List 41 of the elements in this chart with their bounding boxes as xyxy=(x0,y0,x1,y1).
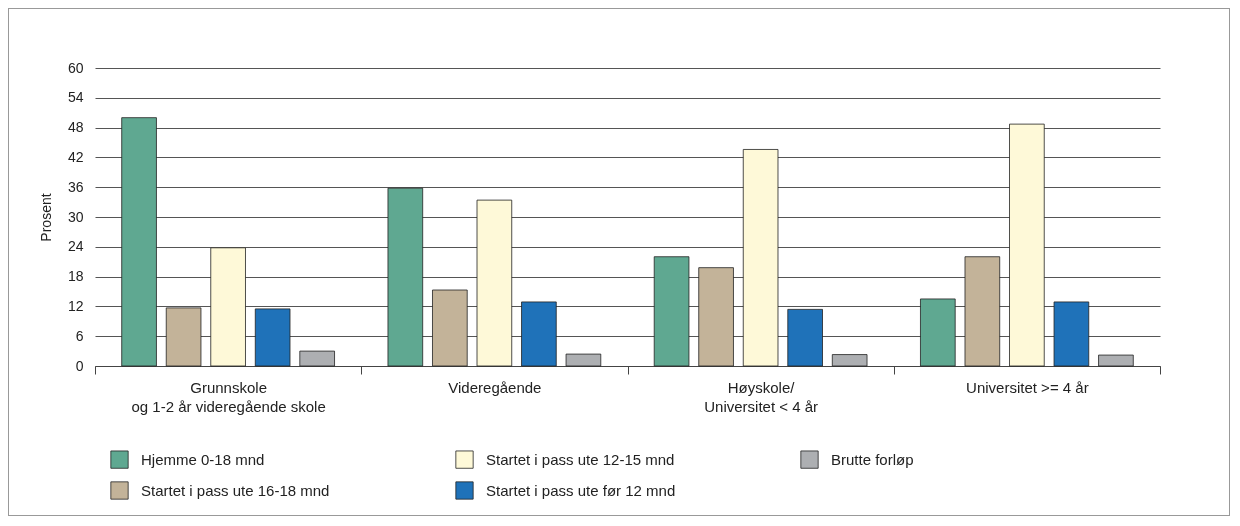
bar xyxy=(1098,354,1134,367)
legend-label: Hjemme 0-18 mnd xyxy=(141,450,265,468)
bar xyxy=(299,350,335,367)
bar xyxy=(476,199,513,367)
y-tick-label: 36 xyxy=(67,178,84,195)
y-tick-label: 60 xyxy=(67,59,84,76)
y-tick-label: 48 xyxy=(67,119,84,136)
bar xyxy=(698,267,734,367)
bar xyxy=(121,117,157,367)
y-tick-label: 0 xyxy=(75,357,84,374)
y-tick-label: 12 xyxy=(67,297,84,314)
bar xyxy=(964,256,1001,367)
legend-label: Brutte forløp xyxy=(831,450,914,468)
bar xyxy=(210,247,246,367)
bar xyxy=(742,149,779,367)
bar xyxy=(387,187,424,367)
y-tick-label: 24 xyxy=(67,238,84,255)
bar xyxy=(521,301,557,367)
bar xyxy=(165,307,202,367)
bar xyxy=(565,353,602,367)
bar xyxy=(1009,123,1045,367)
y-tick-label: 18 xyxy=(67,268,84,285)
bar xyxy=(653,256,690,367)
x-tick-label: Universitet >= 4 år xyxy=(966,378,1089,396)
legend-label: Startet i pass ute 16-18 mnd xyxy=(141,481,330,499)
legend-label: Startet i pass ute før 12 mnd xyxy=(486,481,676,499)
y-axis-title: Prosent xyxy=(37,193,54,242)
legend-label: Startet i pass ute 12-15 mnd xyxy=(486,450,675,468)
bar xyxy=(254,308,291,367)
bar xyxy=(787,308,823,367)
y-tick-label: 6 xyxy=(75,327,84,344)
bar xyxy=(432,289,468,367)
x-tick-label: Grunnskole og 1-2 år videregående skole xyxy=(131,378,326,415)
y-tick-label: 54 xyxy=(67,89,84,106)
bar xyxy=(1053,301,1090,367)
x-tick-label: Høyskole/ Universitet < 4 år xyxy=(704,378,819,415)
bar xyxy=(920,298,956,367)
y-tick-label: 30 xyxy=(67,208,84,225)
y-tick-label: 42 xyxy=(67,148,84,165)
bar xyxy=(831,354,868,367)
x-tick-label: Videregående xyxy=(448,378,542,396)
